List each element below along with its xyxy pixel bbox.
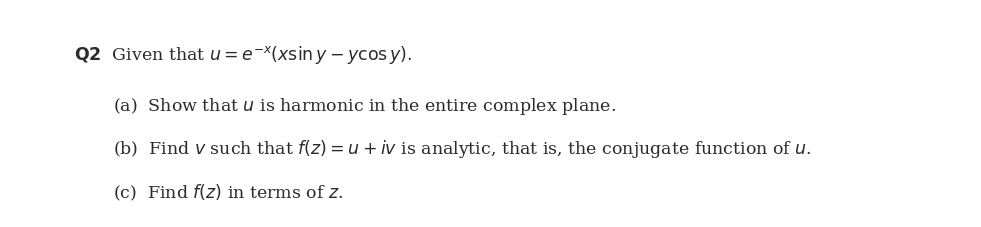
Text: (a)  Show that $u$ is harmonic in the entire complex plane.: (a) Show that $u$ is harmonic in the ent… [113,95,616,116]
Text: (b)  Find $v$ such that $f(z) = u + iv$ is analytic, that is, the conjugate func: (b) Find $v$ such that $f(z) = u + iv$ i… [113,138,811,160]
Text: $\mathbf{Q2}$  Given that $u = e^{-x}(x\sin y - y\cos y).$: $\mathbf{Q2}$ Given that $u = e^{-x}(x\s… [74,44,412,65]
Text: (c)  Find $f(z)$ in terms of $z$.: (c) Find $f(z)$ in terms of $z$. [113,182,343,202]
